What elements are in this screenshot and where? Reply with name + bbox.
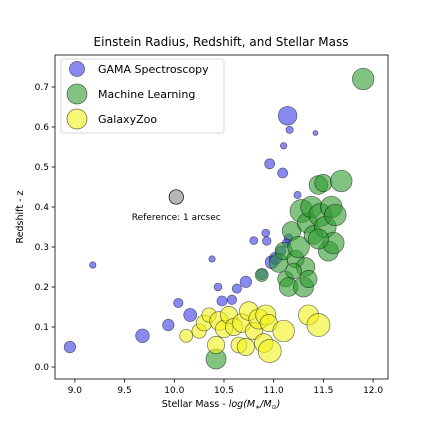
point-gama-spectroscopy bbox=[312, 130, 319, 136]
legend-label-machine-learning: Machine Learning bbox=[98, 88, 195, 101]
x-tick-label: 10.0 bbox=[164, 386, 184, 396]
y-tick-label: 0.4 bbox=[35, 203, 50, 213]
legend-marker-machine-learning bbox=[66, 83, 88, 105]
reference-marker bbox=[168, 189, 184, 205]
point-machine-learning bbox=[324, 203, 347, 227]
point-gama-spectroscopy bbox=[216, 295, 228, 307]
point-gama-spectroscopy bbox=[173, 297, 184, 309]
point-gama-spectroscopy bbox=[183, 308, 198, 322]
point-machine-learning bbox=[287, 235, 310, 259]
point-galaxyzoo bbox=[306, 313, 331, 337]
point-machine-learning bbox=[307, 228, 329, 250]
point-gama-spectroscopy bbox=[285, 125, 294, 134]
x-axis-label-math: log(M bbox=[229, 399, 255, 410]
x-axis-label-close: ) bbox=[276, 399, 281, 410]
x-tick-label: 9.0 bbox=[68, 386, 83, 396]
x-axis-label-prefix: Stellar Mass - bbox=[162, 399, 229, 410]
x-tick-label: 10.5 bbox=[214, 386, 234, 396]
point-machine-learning bbox=[299, 270, 318, 288]
point-machine-learning bbox=[314, 174, 333, 192]
point-gama-spectroscopy bbox=[239, 275, 252, 288]
chart-title: Einstein Radius, Redshift, and Stellar M… bbox=[94, 35, 349, 49]
point-gama-spectroscopy bbox=[63, 340, 77, 354]
point-gama-spectroscopy bbox=[277, 106, 298, 126]
x-axis-ticks: 9.0 9.5 10.0 10.5 11.0 11.5 12.0 bbox=[68, 379, 383, 396]
y-tick-label: 0.5 bbox=[35, 163, 49, 173]
y-tick-label: 0.6 bbox=[35, 123, 50, 133]
point-gama-spectroscopy bbox=[264, 158, 276, 170]
legend-label-gama-spectroscopy: GAMA Spectroscopy bbox=[98, 63, 209, 76]
x-axis-label-sun: ⊙ bbox=[272, 404, 277, 411]
y-tick-label: 0.3 bbox=[35, 243, 49, 253]
point-gama-spectroscopy bbox=[135, 328, 150, 343]
x-tick-label: 11.0 bbox=[264, 386, 284, 396]
legend-marker-gama-spectroscopy bbox=[69, 61, 85, 77]
point-gama-spectroscopy bbox=[277, 167, 289, 179]
x-axis-label: Stellar Mass - log(M∗/M⊙) bbox=[162, 399, 281, 411]
point-machine-learning bbox=[330, 169, 353, 193]
reference-label: Reference: 1 arcsec bbox=[132, 213, 221, 223]
legend-marker-galaxyzoo bbox=[66, 108, 88, 130]
point-gama-spectroscopy bbox=[213, 282, 223, 292]
x-tick-label: 9.5 bbox=[117, 386, 131, 396]
y-tick-label: 0.7 bbox=[35, 83, 49, 93]
x-axis-label-slash: /M bbox=[259, 399, 271, 410]
y-axis-label: Redshift - z bbox=[15, 190, 26, 243]
x-tick-label: 11.5 bbox=[313, 386, 333, 396]
plot-area-frame bbox=[54, 54, 389, 380]
point-gama-spectroscopy bbox=[249, 236, 259, 245]
point-galaxyzoo bbox=[179, 328, 194, 343]
x-tick-label: 12.0 bbox=[363, 386, 383, 396]
point-gama-spectroscopy bbox=[89, 261, 97, 269]
point-gama-spectroscopy bbox=[280, 142, 288, 150]
y-tick-label: 0.1 bbox=[35, 323, 49, 333]
point-machine-learning bbox=[254, 268, 269, 282]
point-galaxyzoo bbox=[207, 336, 226, 354]
y-tick-label: 0.0 bbox=[35, 363, 50, 373]
point-galaxyzoo bbox=[236, 338, 255, 356]
point-gama-spectroscopy bbox=[293, 191, 302, 199]
point-machine-learning bbox=[285, 262, 302, 280]
point-galaxyzoo bbox=[257, 339, 282, 363]
point-gama-spectroscopy bbox=[261, 228, 271, 238]
point-galaxyzoo bbox=[272, 319, 295, 343]
legend-label-galaxyzoo: GalaxyZoo bbox=[98, 113, 157, 126]
point-machine-learning bbox=[352, 67, 375, 91]
reference-layer: Reference: 1 arcsec bbox=[132, 189, 221, 223]
point-gama-spectroscopy bbox=[226, 294, 237, 305]
legend-frame bbox=[60, 58, 225, 134]
x-axis-label-star: ∗ bbox=[255, 404, 260, 411]
point-gama-spectroscopy bbox=[231, 283, 242, 294]
point-gama-spectroscopy bbox=[162, 318, 175, 332]
point-gama-spectroscopy bbox=[208, 255, 216, 263]
legend: GAMA Spectroscopy Machine Learning GalaxyZ… bbox=[60, 58, 225, 134]
points-layer bbox=[63, 67, 375, 370]
point-gama-spectroscopy bbox=[262, 236, 272, 246]
y-axis-ticks: 0.0 0.1 0.2 0.3 0.4 0.5 0.6 0.7 bbox=[35, 83, 55, 373]
y-tick-label: 0.2 bbox=[35, 283, 49, 293]
